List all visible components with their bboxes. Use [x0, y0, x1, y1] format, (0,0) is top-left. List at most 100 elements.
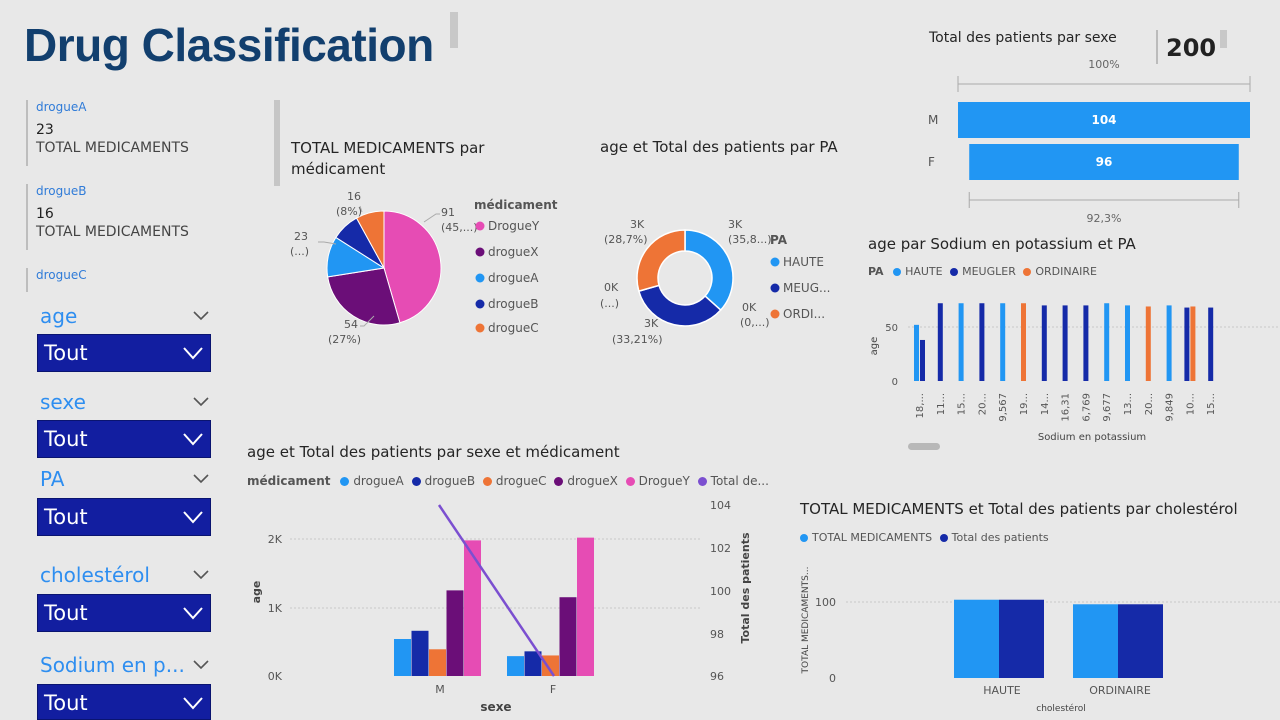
donut-legend-item[interactable]: HAUTE: [783, 255, 824, 269]
pie-slice-DrogueY[interactable]: [383, 210, 442, 324]
combo-bar-DrogueY[interactable]: [577, 537, 594, 676]
pie-legend-item[interactable]: drogueC: [488, 321, 539, 335]
sodium-bar[interactable]: [1062, 305, 1068, 381]
pie-legend-item[interactable]: drogueB: [488, 297, 538, 311]
slicer-sodium-dropdown[interactable]: Tout: [37, 684, 211, 720]
card-value: 23: [36, 122, 54, 138]
sodium-bar[interactable]: [958, 303, 964, 381]
pie-legend-item[interactable]: DrogueY: [488, 219, 540, 233]
legend-item[interactable]: HAUTE: [893, 265, 943, 278]
sodium-bar[interactable]: [937, 303, 943, 381]
chol-bar-HAUTE[interactable]: [954, 599, 999, 678]
slicer-pa-dropdown[interactable]: Tout: [37, 498, 211, 536]
chol-bar-chart[interactable]: TOTAL MEDICAMENTS... 100 0 HAUTE ORDINAI…: [796, 552, 1280, 720]
slicer-value: Tout: [44, 601, 88, 625]
donut-label-value: 3K: [644, 317, 659, 330]
chol-bar-HAUTE[interactable]: [999, 599, 1044, 678]
y-tick: 2K: [268, 533, 283, 546]
sodium-bar[interactable]: [1125, 305, 1130, 381]
donut-chart-title: age et Total des patients par PA: [600, 138, 838, 156]
legend-item[interactable]: DrogueY: [625, 474, 690, 488]
card-subtitle: TOTAL MEDICAMENTS: [36, 224, 189, 240]
card-subtitle: TOTAL MEDICAMENTS: [36, 140, 189, 156]
legend-item[interactable]: drogueX: [554, 474, 618, 488]
sodium-legend: PA HAUTE MEUGLER ORDINAIRE: [868, 265, 1097, 278]
donut-slice-ORDINAIRE[interactable]: [636, 229, 686, 293]
slicer-pa-header[interactable]: PA: [40, 467, 210, 493]
visual-resize-handle[interactable]: [274, 100, 280, 186]
slicer-sexe-header[interactable]: sexe: [40, 390, 210, 416]
pie-legend-item[interactable]: drogueX: [488, 245, 538, 259]
sodium-bar[interactable]: [1145, 306, 1151, 381]
funnel-bar-m[interactable]: [958, 102, 1250, 138]
slicer-sexe-dropdown[interactable]: Tout: [37, 420, 211, 458]
slicer-label: Sodium en p...: [40, 653, 185, 677]
slicer-age-header[interactable]: age: [40, 304, 210, 330]
card-drogueC[interactable]: drogueC: [26, 268, 226, 292]
pie-slice-drogueC[interactable]: [355, 210, 385, 269]
legend-item[interactable]: TOTAL MEDICAMENTS: [800, 531, 932, 544]
combo-bar-drogueA[interactable]: [507, 656, 524, 676]
pie-label-pct: (27%): [328, 333, 361, 346]
chol-bar-ORDINAIRE[interactable]: [1073, 604, 1118, 678]
chevron-down-icon[interactable]: [192, 394, 210, 408]
slicer-cholesterol-dropdown[interactable]: Tout: [37, 594, 211, 632]
chevron-down-icon[interactable]: [192, 567, 210, 581]
horizontal-scrollbar[interactable]: [908, 443, 940, 450]
y2-tick: 98: [710, 628, 724, 641]
chevron-down-icon[interactable]: [192, 471, 210, 485]
combo-bar-DrogueY[interactable]: [464, 540, 481, 676]
chevron-down-icon[interactable]: [192, 308, 210, 322]
combo-bar-drogueC[interactable]: [429, 649, 446, 676]
funnel-bar-f[interactable]: [969, 144, 1239, 180]
legend-item[interactable]: drogueB: [411, 474, 475, 488]
sodium-bar[interactable]: [1104, 303, 1110, 381]
sodium-bar[interactable]: [914, 324, 919, 381]
combo-bar-drogueX[interactable]: [446, 590, 464, 676]
y-tick: 50: [885, 323, 898, 334]
legend-item[interactable]: drogueC: [482, 474, 547, 488]
sodium-bar[interactable]: [1083, 305, 1089, 381]
pie-chart[interactable]: 91 (45,...) 54 (27%) 23 (...) 16 (8%) mé…: [284, 184, 584, 360]
donut-legend-item[interactable]: MEUG...: [783, 281, 830, 295]
combo-chart[interactable]: age 2K 1K 0K 104 102 100 98 96 Total des…: [244, 496, 770, 720]
combo-bar-drogueB[interactable]: [411, 630, 429, 676]
sodium-bar[interactable]: [1184, 307, 1190, 381]
combo-bar-drogueX[interactable]: [559, 597, 577, 676]
x-tick: 6,769: [1081, 393, 1092, 422]
slicer-sodium-header[interactable]: Sodium en p...: [40, 653, 210, 679]
chevron-down-icon: [183, 697, 203, 710]
sodium-bar[interactable]: [1041, 305, 1047, 381]
legend-item[interactable]: drogueA: [340, 474, 404, 488]
combo-bar-drogueA[interactable]: [394, 639, 411, 676]
chevron-down-icon[interactable]: [192, 657, 210, 671]
pie-slice-drogueX[interactable]: [327, 267, 401, 326]
sodium-bar[interactable]: [1190, 306, 1196, 381]
donut-legend-item[interactable]: ORDI...: [783, 307, 825, 321]
sodium-bar[interactable]: [1208, 307, 1214, 381]
donut-slice-HAUTE[interactable]: [684, 229, 734, 312]
funnel-chart[interactable]: 100% M 104 F 96 92,3%: [920, 54, 1260, 230]
card-drogueA[interactable]: drogueA 23 TOTAL MEDICAMENTS: [26, 100, 226, 166]
legend-item[interactable]: Total de...: [697, 474, 769, 488]
pie-legend-item[interactable]: drogueA: [488, 271, 539, 285]
total-patients-line[interactable]: [437, 504, 556, 677]
legend-item[interactable]: MEUGLER: [950, 265, 1016, 278]
legend-item[interactable]: ORDINAIRE: [1023, 265, 1097, 278]
sodium-bar[interactable]: [920, 339, 925, 381]
sodium-bar[interactable]: [979, 303, 985, 381]
donut-chart[interactable]: 3K (35,8...) 0K (0,...) 3K (33,21%) 0K (…: [596, 210, 836, 360]
combo-bar-drogueC[interactable]: [542, 655, 559, 676]
sodium-bar[interactable]: [1000, 303, 1006, 381]
x-tick: 9,849: [1165, 393, 1176, 422]
slicer-age-dropdown[interactable]: Tout: [37, 334, 211, 372]
legend-item[interactable]: Total des patients: [939, 531, 1049, 544]
sodium-bar-chart[interactable]: age 50 0 18,... 11... 15... 20... 9,567 19...…: [864, 290, 1280, 450]
card-drogueB[interactable]: drogueB 16 TOTAL MEDICAMENTS: [26, 184, 226, 250]
slicer-cholesterol-header[interactable]: cholestérol: [40, 563, 210, 589]
sodium-bar[interactable]: [1021, 303, 1026, 381]
chol-bar-ORDINAIRE[interactable]: [1118, 604, 1163, 678]
sodium-bar[interactable]: [1166, 305, 1172, 381]
combo-bar-drogueB[interactable]: [524, 651, 542, 676]
